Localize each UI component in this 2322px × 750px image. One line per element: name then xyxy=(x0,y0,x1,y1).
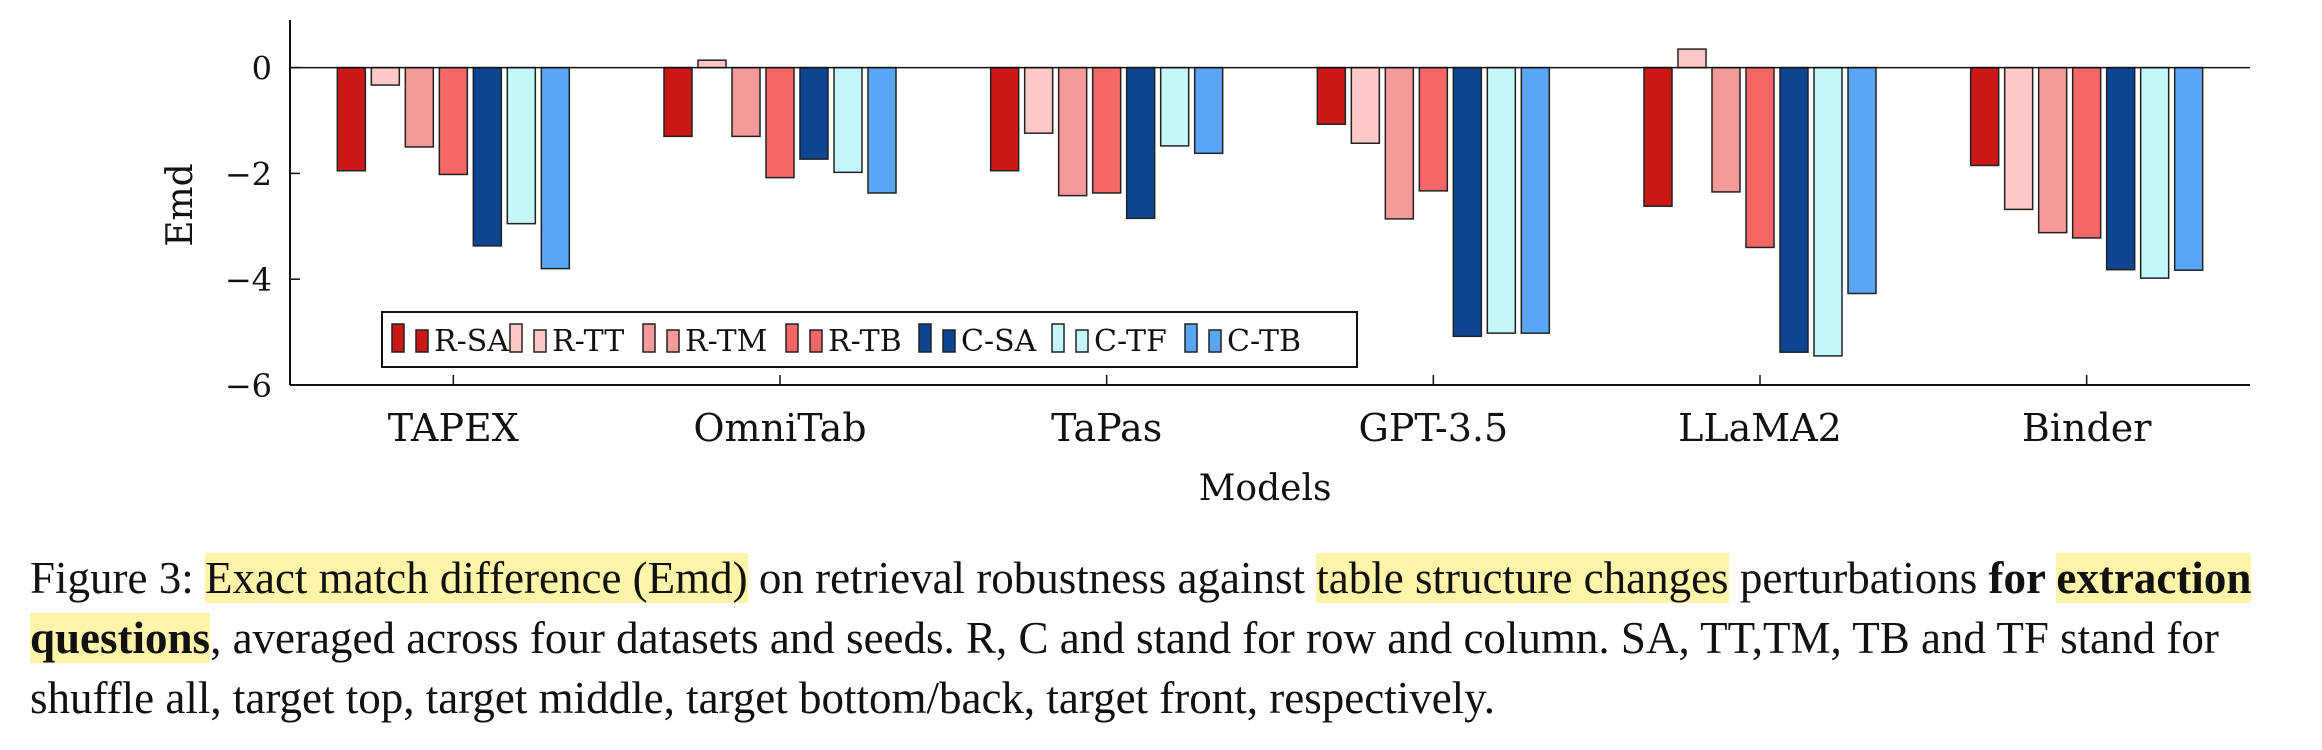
caption-bold-for: for xyxy=(1988,553,2057,603)
legend-swatch-r-sa-a xyxy=(391,323,405,353)
legend: R-SA R-TT R-TM R-TB C-SA C-TF C-TB xyxy=(381,311,1358,368)
bar-c-tf-gpt-3.5 xyxy=(1486,66,1517,334)
bar-r-tt-llama2 xyxy=(1677,48,1707,69)
x-tick-label-gpt-3.5: GPT-3.5 xyxy=(1359,406,1509,450)
bar-c-tf-llama2 xyxy=(1813,66,1843,357)
bar-c-tb-omnitab xyxy=(867,66,897,194)
legend-swatch-r-tm-b xyxy=(666,329,680,353)
legend-swatch-c-sa-a xyxy=(918,323,932,353)
legend-label-c-tb: C-TB xyxy=(1227,324,1301,359)
bar-r-tt-gpt-3.5 xyxy=(1350,66,1381,145)
bar-r-tb-llama2 xyxy=(1745,66,1775,249)
x-tick-label-llama2: LLaMA2 xyxy=(1678,406,1842,450)
legend-swatch-c-tb-b xyxy=(1208,329,1222,353)
bar-c-tb-binder xyxy=(2173,66,2204,271)
axes-layer: 0 −2 −4 −6 TAPEX OmniTab TaPas GPT-3.5 LLaMA2 Bin… xyxy=(225,20,2250,450)
legend-label-r-tt: R-TT xyxy=(552,324,624,359)
bar-r-sa-binder xyxy=(1969,66,2000,167)
caption-highlight-structure: table structure changes xyxy=(1316,553,1729,603)
bar-r-tt-binder xyxy=(2003,66,2034,211)
bar-r-sa-llama2 xyxy=(1643,66,1673,207)
bar-c-sa-gpt-3.5 xyxy=(1452,66,1483,338)
caption-highlight-emd: Exact match difference (Emd) xyxy=(205,553,748,603)
bar-r-tb-tapex xyxy=(438,66,469,176)
x-axis-label: Models xyxy=(1199,468,1332,509)
x-tick-label-tapas: TaPas xyxy=(1051,406,1162,450)
bar-c-tb-gpt-3.5 xyxy=(1520,66,1551,334)
bar-c-tf-binder xyxy=(2139,66,2170,279)
y-tick-label: −2 xyxy=(225,155,272,193)
bar-r-tm-binder xyxy=(2037,66,2068,234)
bar-r-sa-tapas xyxy=(989,66,1020,172)
legend-label-c-tf: C-TF xyxy=(1094,324,1167,359)
legend-swatch-r-tb-a xyxy=(785,323,799,353)
legend-label-r-tm: R-TM xyxy=(685,324,767,359)
bar-r-tb-binder xyxy=(2071,66,2102,239)
legend-swatch-c-tf-b xyxy=(1075,329,1089,353)
bar-c-tb-tapas xyxy=(1193,66,1224,155)
legend-swatch-r-tb-b xyxy=(809,329,823,353)
bar-c-tb-llama2 xyxy=(1847,66,1877,295)
bar-r-tm-gpt-3.5 xyxy=(1384,66,1415,220)
x-tick-label-tapex: TAPEX xyxy=(388,406,519,450)
bar-c-sa-tapex xyxy=(472,66,503,247)
bar-r-tt-omnitab xyxy=(697,59,727,69)
legend-swatch-r-sa-b xyxy=(415,329,429,353)
bar-c-sa-tapas xyxy=(1125,66,1156,220)
bar-c-sa-llama2 xyxy=(1779,66,1809,353)
caption-prefix: Figure 3: xyxy=(30,553,205,603)
bar-r-tt-tapex xyxy=(370,66,401,86)
bar-r-tb-tapas xyxy=(1091,66,1122,194)
bar-r-tt-tapas xyxy=(1023,66,1054,134)
bar-c-sa-omnitab xyxy=(799,66,829,160)
bar-r-tm-tapas xyxy=(1057,66,1088,197)
caption-text-3: , averaged across four datasets and seed… xyxy=(30,613,2219,723)
x-tick-label-binder: Binder xyxy=(2022,406,2152,450)
y-tick-label: −6 xyxy=(225,367,272,405)
bar-r-tb-omnitab xyxy=(765,66,795,179)
bar-r-tm-omnitab xyxy=(731,66,761,138)
bar-chart: 0 −2 −4 −6 TAPEX OmniTab TaPas GPT-3.5 LLaMA2 Bin… xyxy=(160,20,2250,509)
bar-r-sa-omnitab xyxy=(663,66,693,138)
y-axis-label: Emd xyxy=(160,163,201,246)
y-tick-label: −4 xyxy=(225,261,272,299)
legend-swatch-c-tb-a xyxy=(1184,323,1198,353)
legend-label-r-sa: R-SA xyxy=(434,324,509,359)
legend-swatch-r-tt-a xyxy=(509,323,523,353)
x-tick-label-omnitab: OmniTab xyxy=(693,406,866,450)
bar-r-tm-tapex xyxy=(404,66,435,148)
bar-r-tm-llama2 xyxy=(1711,66,1741,193)
bar-r-tb-gpt-3.5 xyxy=(1418,66,1449,192)
bar-c-tf-tapex xyxy=(506,66,537,225)
legend-swatch-r-tm-a xyxy=(642,323,656,353)
bar-c-tb-tapex xyxy=(540,66,571,270)
bar-r-sa-gpt-3.5 xyxy=(1316,66,1347,125)
caption-text-1: on retrieval robustness against xyxy=(747,553,1317,603)
bar-c-tf-omnitab xyxy=(833,66,863,174)
legend-swatch-c-sa-b xyxy=(942,329,956,353)
bar-r-sa-tapex xyxy=(336,66,367,172)
legend-label-c-sa: C-SA xyxy=(961,324,1037,359)
y-tick-label: 0 xyxy=(252,50,272,88)
bar-c-sa-binder xyxy=(2105,66,2136,271)
legend-label-r-tb: R-TB xyxy=(828,324,902,359)
bar-c-tf-tapas xyxy=(1159,66,1190,147)
caption-text-2: perturbations xyxy=(1728,553,1989,603)
figure-caption: Figure 3: Exact match difference (Emd) o… xyxy=(30,548,2300,728)
legend-swatch-r-tt-b xyxy=(533,329,547,353)
bars-layer xyxy=(336,48,2204,357)
legend-swatch-c-tf-a xyxy=(1051,323,1065,353)
